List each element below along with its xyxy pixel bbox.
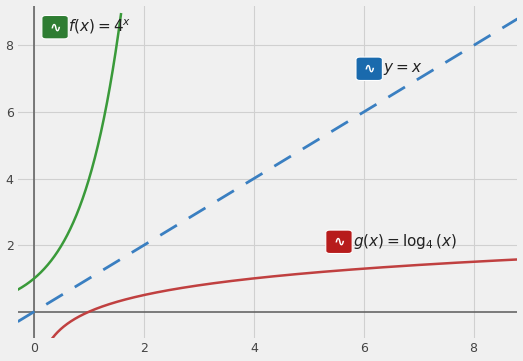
Text: ∿: ∿ (49, 20, 61, 34)
Text: ∿: ∿ (363, 62, 375, 76)
Text: $y = x$: $y = x$ (383, 61, 422, 77)
FancyBboxPatch shape (356, 57, 382, 81)
FancyBboxPatch shape (326, 230, 352, 253)
FancyBboxPatch shape (42, 16, 69, 39)
Text: $f(x) = 4^x$: $f(x) = 4^x$ (68, 18, 131, 36)
Text: $g(x) = \log_4(x)$: $g(x) = \log_4(x)$ (353, 232, 457, 251)
Text: ∿: ∿ (333, 235, 345, 249)
